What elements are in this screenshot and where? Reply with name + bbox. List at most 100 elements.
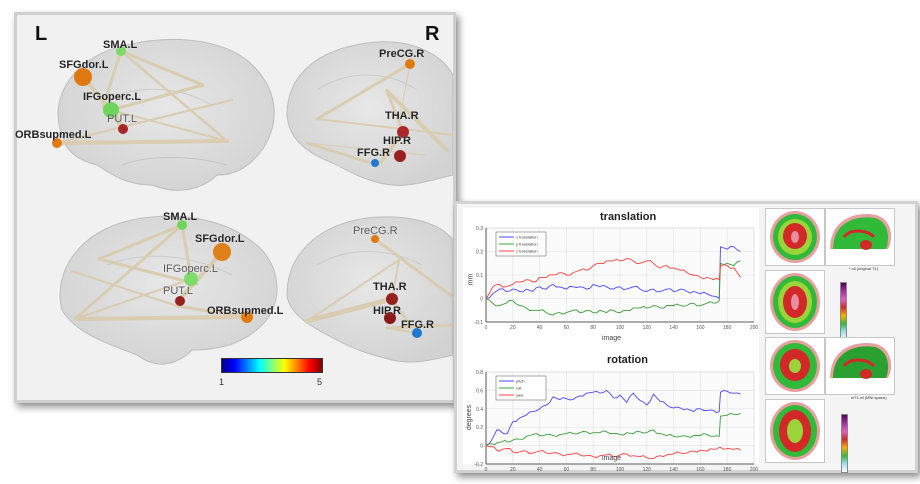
x-tick-label: 180: [723, 467, 732, 473]
label-tha-r-top: THA.R: [385, 110, 419, 122]
colorbar-min-label: 1: [219, 377, 225, 387]
edges-bottom-left: [71, 223, 249, 321]
node-precg-r-b: [371, 235, 379, 243]
edges-bottom-right: [304, 237, 453, 334]
label-ffg-r-bottom: FFG.R: [401, 319, 434, 331]
series-line-roll: [485, 412, 741, 447]
series-line-y-translation: [485, 260, 741, 316]
coronal-map-2: [765, 337, 825, 395]
label-ifgoperc-l-bottom: IFGoperc.L: [163, 263, 219, 275]
node-ifgoperc-l: [103, 102, 119, 118]
translation-title: translation: [600, 211, 657, 223]
y-tick-label: 0: [480, 444, 483, 450]
edges-top-right: [305, 62, 453, 167]
node-sma-l: [116, 46, 126, 56]
node-ffg-r: [371, 159, 379, 167]
x-tick-label: 100: [616, 325, 625, 331]
x-tick-label: 20: [510, 325, 516, 331]
nodes-top-left: [52, 46, 128, 148]
map-colorbar-1: [840, 282, 847, 341]
x-tick-label: 200: [750, 467, 759, 473]
nodes-bottom-left: [175, 220, 253, 323]
label-sma-l-bottom: SMA.L: [163, 211, 198, 223]
label-put-l-top: PUT.L: [107, 113, 137, 125]
legend-entry: pitch: [516, 379, 524, 384]
legend: pitch roll yaw: [495, 375, 547, 401]
node-tha-r-b: [386, 293, 398, 305]
x-tick-label: 100: [616, 467, 625, 473]
series-line-pitch: [485, 389, 741, 446]
node-ffg-r-b: [412, 328, 422, 338]
x-tick-label: 160: [696, 467, 705, 473]
rotation-chart: 0 20 40 60 80 100 120 140 160 180 200-0.200.20.40.…: [474, 370, 759, 473]
label-tha-r-bottom: THA.R: [373, 281, 407, 293]
qc-report-figure: translation 0 20 40 60 80 100 120 140 160 180 200-…: [454, 201, 918, 473]
x-tick-label: 0: [485, 325, 488, 331]
map-colorbar-2: [841, 414, 848, 473]
label-orbsupmed-l-top: ORBsupmed.L: [15, 129, 92, 141]
label-precg-r-bottom: PreCG.R: [353, 225, 398, 237]
x-tick-label: 40: [537, 325, 543, 331]
series-line-z-translation: [485, 258, 741, 299]
node-tha-r: [397, 126, 409, 138]
y-tick-label: 0.2: [476, 250, 483, 256]
node-orbsupmed-l: [52, 138, 62, 148]
brain-network-svg: [52, 38, 453, 365]
x-tick-label: 140: [669, 467, 678, 473]
left-hemisphere-label: L: [35, 23, 48, 45]
x-tick-label: 120: [643, 325, 652, 331]
label-sfgdor-l-bottom: SFGdor.L: [195, 233, 245, 245]
label-ffg-r-top: FFG.R: [357, 147, 390, 159]
translation-xlabel: image: [602, 335, 622, 342]
nodes-top-right: [371, 59, 415, 167]
y-tick-label: 0.3: [476, 226, 483, 232]
label-ifgoperc-l-top: IFGoperc.L: [83, 91, 142, 103]
label-hip-r-top: HIP.R: [383, 135, 411, 147]
x-tick-label: 160: [696, 325, 705, 331]
x-tick-label: 20: [510, 467, 516, 473]
brain-surface-bottom-right: [286, 216, 453, 363]
node-hip-r: [394, 150, 406, 162]
x-tick-label: 80: [590, 467, 596, 473]
translation-chart: 0 20 40 60 80 100 120 140 160 180 200-0.100.10.20.…: [474, 226, 759, 331]
x-tick-label: 60: [564, 325, 570, 331]
y-tick-label: -0.1: [474, 320, 483, 326]
map-caption-2: wT1.nii (MNI space): [851, 395, 887, 400]
x-tick-label: 40: [537, 467, 543, 473]
y-tick-label: 0.4: [476, 407, 483, 413]
y-tick-label: -0.2: [474, 462, 483, 468]
translation-ylabel: mm: [467, 273, 475, 286]
x-tick-label: 140: [669, 325, 678, 331]
series-line-x-translation: [485, 246, 741, 300]
x-tick-label: 0: [485, 467, 488, 473]
node-precg-r: [405, 59, 415, 69]
legend-entry: z translation: [516, 249, 538, 254]
rotation-title: rotation: [607, 354, 648, 366]
node-hip-r-b: [384, 312, 396, 324]
coronal-map-1: [765, 208, 825, 266]
axial-map-2: [765, 399, 825, 463]
label-put-l-bottom: PUT.L: [163, 285, 193, 297]
node-ifgoperc-l-b: [184, 272, 198, 286]
node-put-l-b: [175, 296, 185, 306]
y-tick-label: 0.6: [476, 388, 483, 394]
sagittal-map-1: [825, 208, 895, 266]
y-tick-label: 0.1: [476, 273, 483, 279]
label-orbsupmed-l-bottom: ORBsupmed.L: [207, 305, 284, 317]
node-sfgdor-l-b: [213, 243, 231, 261]
brain-network-figure: L R: [14, 12, 456, 403]
legend-entry: yaw: [516, 393, 523, 398]
legend: x translation y translation z translation: [495, 231, 547, 257]
y-tick-label: 0: [480, 297, 483, 303]
label-sma-l-top: SMA.L: [103, 39, 138, 51]
node-sma-l-b: [177, 220, 187, 230]
y-tick-label: 0.2: [476, 425, 483, 431]
rotation-ylabel: degrees: [466, 404, 474, 431]
x-tick-label: 200: [750, 325, 759, 331]
series-line-yaw: [485, 445, 741, 460]
legend-entry: y translation: [516, 242, 538, 247]
node-sfgdor-l: [74, 68, 92, 86]
x-tick-label: 60: [564, 467, 570, 473]
node-orbsupmed-l-b: [241, 311, 253, 323]
label-hip-r-bottom: HIP.R: [373, 305, 401, 317]
